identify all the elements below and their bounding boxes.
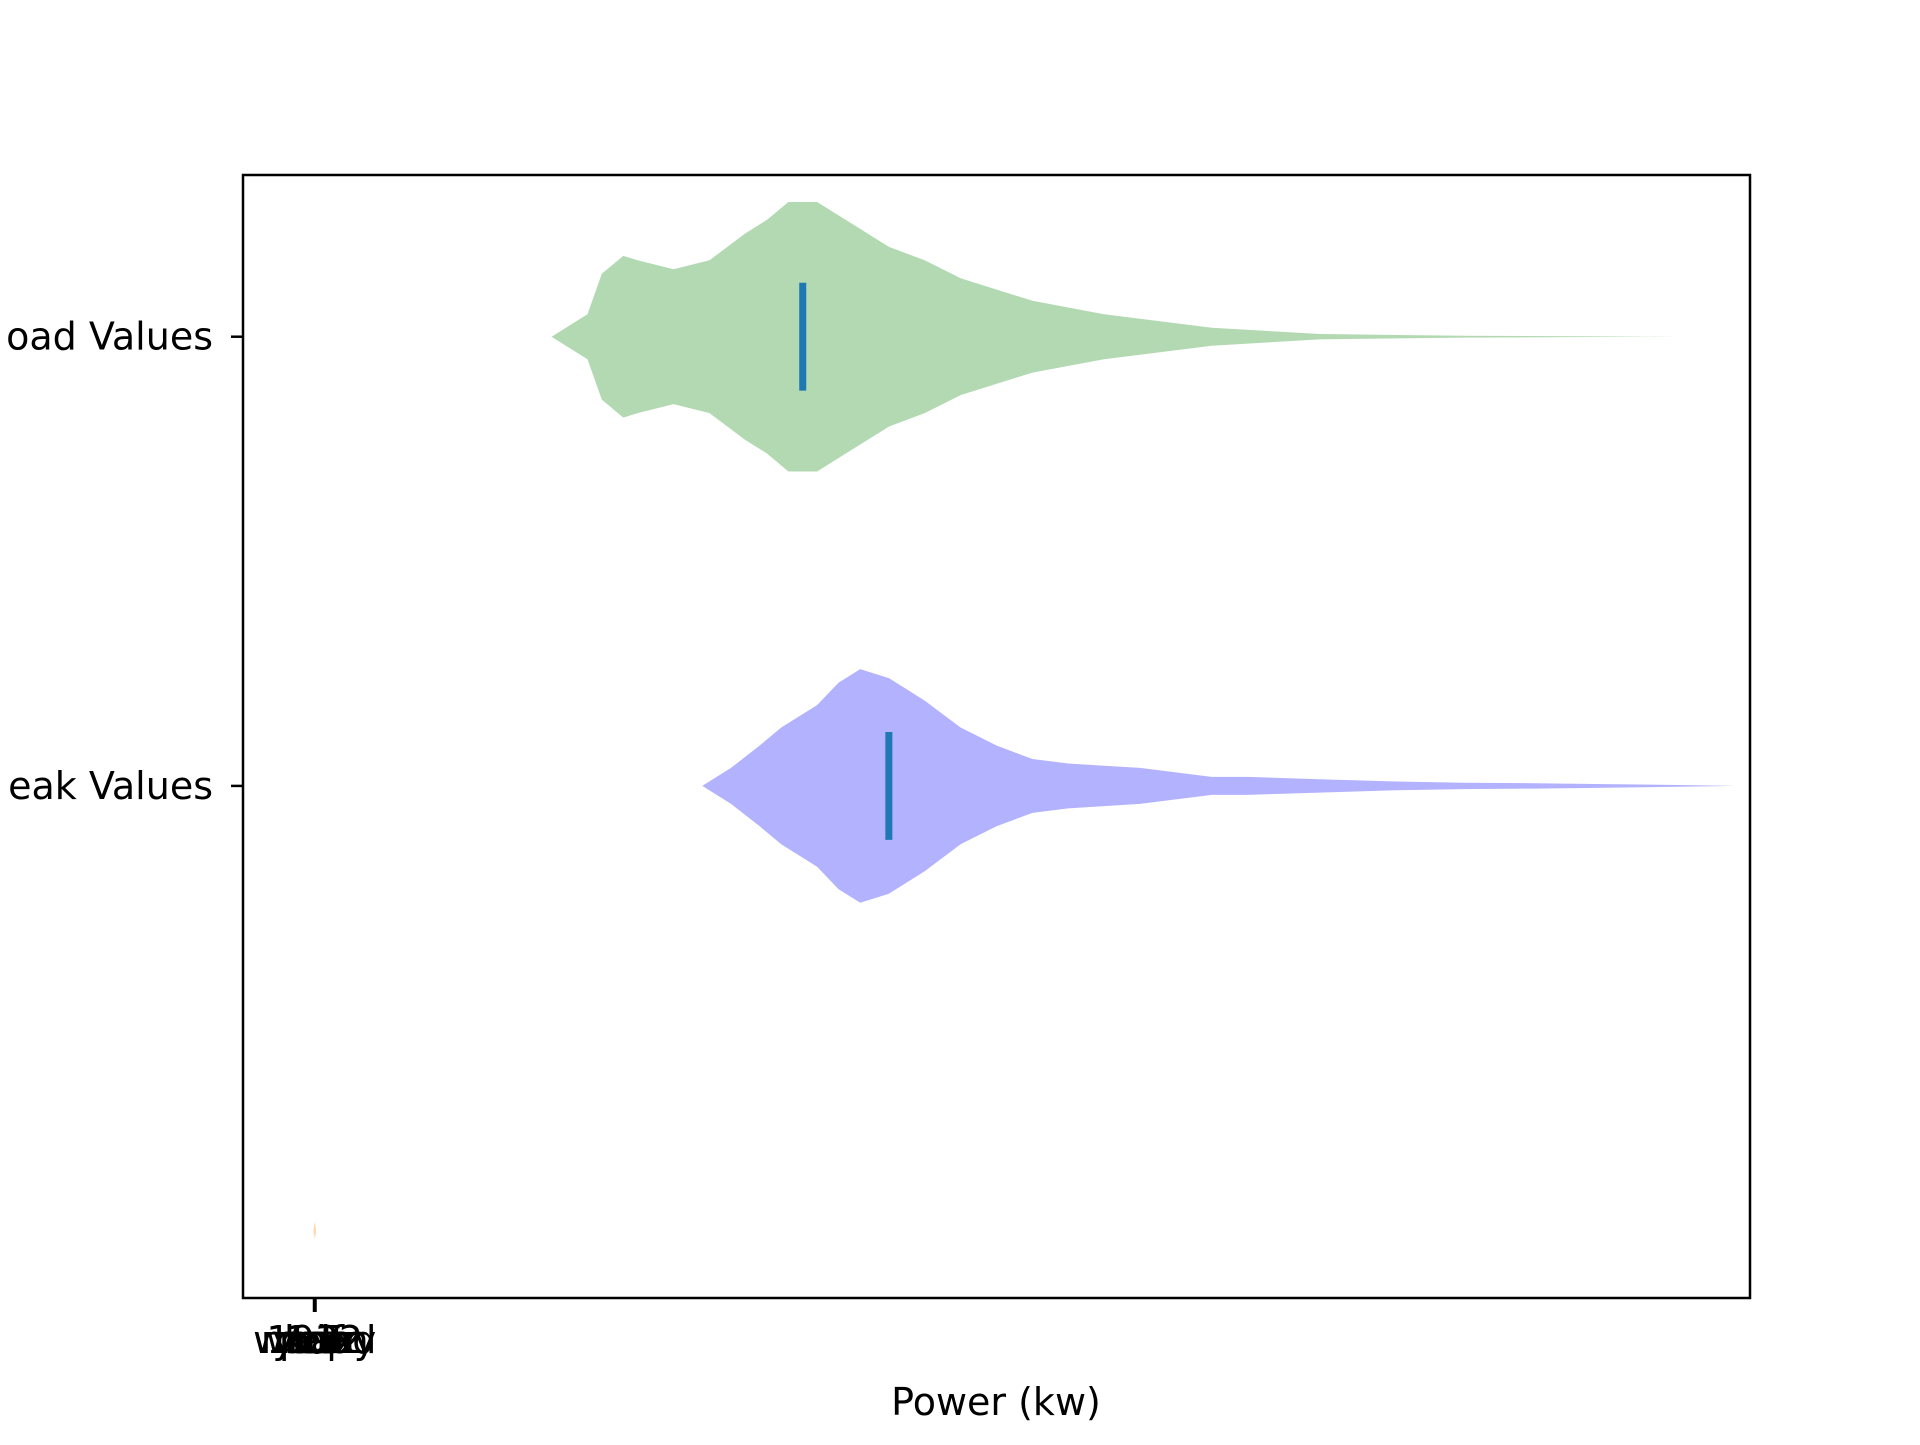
x-tick-label-7: max <box>273 1318 356 1362</box>
violin-series-3 <box>313 1221 317 1240</box>
x-tick-label-4: mean <box>261 1318 369 1362</box>
x-tick-label-3: wkend <box>253 1318 376 1362</box>
violin-load-values <box>551 202 1679 472</box>
y-tick-label-2: eak Values <box>8 764 213 808</box>
x-tick-label-5: pop <box>279 1318 351 1362</box>
x-tick-label-9: 1932 <box>266 1318 363 1362</box>
x-tick-label-1: cdf <box>286 1318 346 1362</box>
mean-line-layer <box>799 282 893 840</box>
x-axis-label: Power (kw) <box>891 1380 1101 1424</box>
x-tick-label-10: 1.5 <box>285 1318 345 1362</box>
plot-frame <box>241 173 1752 1300</box>
x-tick-label-8: min <box>279 1318 351 1362</box>
violin-layer <box>313 202 1736 1240</box>
violin-peak-values <box>702 669 1736 903</box>
x-tick-label-2: wkday <box>253 1318 376 1362</box>
x-tick-label-6: year <box>272 1318 357 1362</box>
y-tick-label-1: oad Values <box>6 315 213 359</box>
y-axis-ticks: oad Values eak Values <box>6 315 243 808</box>
